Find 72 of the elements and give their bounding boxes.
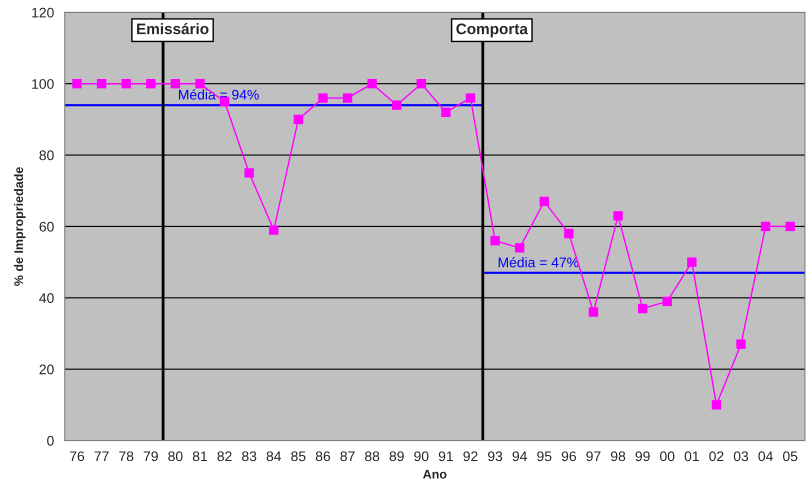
point [466, 93, 476, 103]
point [294, 114, 304, 124]
x-tick-label: 00 [660, 451, 674, 462]
point [72, 79, 82, 88]
point [342, 93, 352, 103]
point [122, 79, 131, 88]
point [490, 236, 500, 246]
y-tick-label: 0 [47, 436, 54, 446]
point [96, 79, 106, 88]
x-tick-label: 83 [242, 451, 256, 462]
x-tick-label: 82 [217, 451, 232, 462]
point [760, 222, 770, 232]
x-tick-label: 01 [684, 451, 699, 462]
x-tick-label: 03 [734, 451, 748, 462]
y-axis-title: % de Impropriedade [14, 167, 26, 286]
x-tick-label: 91 [438, 451, 453, 462]
x-tick-label: 84 [266, 451, 282, 462]
x-tick-label: 94 [512, 451, 527, 462]
point [712, 400, 722, 410]
point [687, 257, 697, 267]
x-axis-title: Ano [423, 470, 446, 479]
x-tick-label: 05 [783, 451, 798, 462]
point [416, 79, 426, 88]
x-tick-label: 92 [463, 451, 478, 462]
point [244, 168, 254, 178]
point [146, 79, 156, 88]
y-tick-label: 40 [39, 293, 54, 303]
ref-line-label: Comporta [456, 23, 528, 38]
point [220, 96, 230, 106]
point [588, 307, 598, 317]
point [540, 196, 549, 206]
x-tick-label: 96 [562, 451, 576, 462]
point [514, 243, 524, 253]
x-tick-label: 95 [537, 451, 552, 462]
point [195, 79, 205, 88]
x-tick-label: 99 [636, 451, 650, 462]
x-tick-label: 81 [192, 451, 208, 462]
x-tick-label: 86 [316, 451, 330, 462]
x-tick-label: 78 [119, 451, 134, 462]
x-tick-label: 04 [758, 451, 773, 462]
x-tick-label: 88 [365, 451, 380, 462]
x-tick-label: 97 [586, 451, 600, 462]
ref-line-label: Emissário [137, 22, 208, 34]
x-tick-label: 85 [291, 451, 306, 462]
point [736, 340, 746, 349]
x-tick-label: 80 [168, 451, 183, 462]
x-tick-label: 90 [414, 451, 428, 462]
y-tick-label: 100 [32, 79, 54, 89]
y-tick-label: 120 [32, 8, 54, 18]
x-tick-label: 02 [709, 451, 724, 462]
point [662, 296, 672, 306]
x-tick-label: 87 [340, 451, 355, 462]
x-tick-label: 79 [144, 451, 158, 462]
point [564, 228, 574, 238]
y-tick-label: 60 [40, 222, 54, 232]
series-label: Média = 94% [178, 89, 259, 100]
point [367, 79, 377, 88]
x-tick-label: 93 [488, 451, 502, 462]
x-tick-label: 98 [610, 451, 626, 462]
point [269, 225, 278, 235]
point [441, 108, 451, 117]
y-tick-label: 80 [39, 150, 54, 160]
point [318, 93, 328, 103]
y-tick-label: 20 [40, 364, 54, 374]
x-tick-label: 89 [390, 451, 404, 462]
x-tick-label: 76 [70, 451, 84, 462]
point [392, 100, 402, 110]
point [786, 222, 795, 232]
point [613, 211, 623, 220]
x-tick-label: 77 [94, 451, 109, 462]
point [170, 79, 180, 88]
point [638, 304, 648, 314]
